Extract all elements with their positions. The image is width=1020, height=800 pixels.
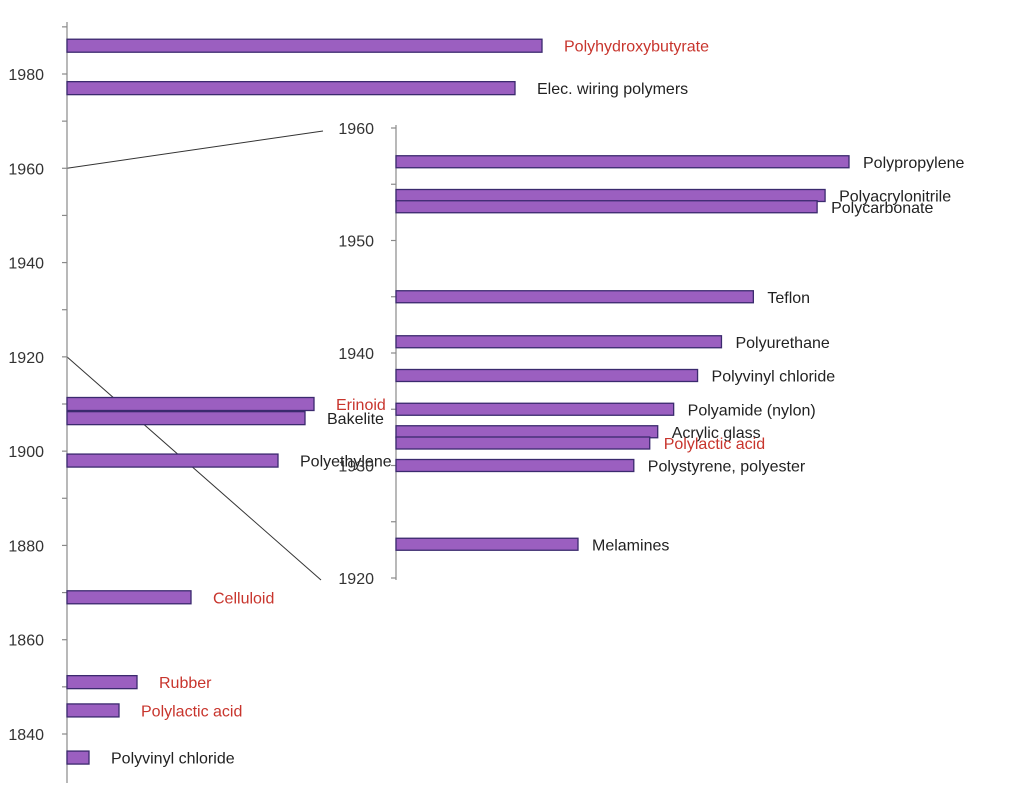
- bar-polyethylene: [66, 453, 279, 468]
- bar-label-bakelite: Bakelite: [327, 411, 384, 428]
- main-tick-label: 1920: [8, 350, 44, 367]
- inset-tick-label: 1950: [338, 234, 374, 251]
- inset-bar-label-melamines: Melamines: [592, 537, 669, 554]
- bar-polyvinyl-chloride: [66, 750, 90, 765]
- bar-label-celluloid: Celluloid: [213, 590, 274, 607]
- bar-label-polylactic-acid: Polylactic acid: [141, 703, 242, 720]
- inset-tick-label: 1930: [338, 459, 374, 476]
- bar-elec-wiring-polymers: [66, 80, 516, 96]
- inset-bar-polylactic-acid: [395, 436, 651, 450]
- main-tick-label: 1860: [8, 633, 44, 650]
- inset-bar-polyvinyl-chloride: [395, 368, 699, 383]
- bar-celluloid: [66, 590, 192, 605]
- inset-bar-polystyrene-polyester: [395, 458, 635, 473]
- inset-bar-teflon: [395, 290, 755, 304]
- inset-bar-label-polystyrene-polyester: Polystyrene, polyester: [648, 459, 806, 476]
- bar-polylactic-acid: [66, 703, 120, 718]
- main-tick-label: 1960: [8, 161, 44, 178]
- inset-bar-label-acrylic-glass: Acrylic glass: [672, 425, 761, 442]
- inset-bar-label-polyvinyl-chloride: Polyvinyl chloride: [712, 369, 836, 386]
- bar-label-polyvinyl-chloride: Polyvinyl chloride: [111, 751, 235, 768]
- inset-bar-melamines: [395, 537, 579, 551]
- inset-bar-label-polypropylene: Polypropylene: [863, 155, 965, 172]
- bar-label-polyethylene: Polyethylene: [300, 454, 392, 471]
- main-tick-label: 1900: [8, 444, 44, 461]
- bar-bakelite: [66, 410, 306, 426]
- inset-bar-label-polylactic-acid: Polylactic acid: [664, 436, 765, 453]
- main-tick-label: 1880: [8, 538, 44, 555]
- main-tick-label: 1980: [8, 67, 44, 84]
- inset-tick-label: 1940: [338, 346, 374, 363]
- main-tick-label: 1940: [8, 256, 44, 273]
- bar-label-rubber: Rubber: [159, 675, 212, 692]
- inset-tick-label: 1960: [338, 121, 374, 138]
- inset-bar-polypropylene: [395, 155, 850, 169]
- inset-bar-polyurethane: [395, 335, 723, 349]
- inset-bar-label-polycarbonate: Polycarbonate: [831, 200, 933, 217]
- bar-label-elec-wiring-polymers: Elec. wiring polymers: [537, 81, 688, 98]
- bar-erinoid: [66, 396, 315, 412]
- bar-polyhydroxybutyrate: [66, 38, 543, 53]
- connector-line-bottom: [66, 356, 322, 581]
- main-tick-label: 1840: [8, 727, 44, 744]
- inset-bar-acrylic-glass: [395, 425, 659, 439]
- inset-bar-polycarbonate: [395, 200, 818, 214]
- inset-bar-label-polyurethane: Polyurethane: [735, 335, 829, 352]
- bar-label-polyhydroxybutyrate: Polyhydroxybutyrate: [564, 39, 709, 56]
- inset-bar-polyamide-nylon: [395, 402, 675, 416]
- inset-tick-label: 1920: [338, 571, 374, 588]
- bar-label-erinoid: Erinoid: [336, 397, 386, 414]
- connector-line-top: [66, 130, 324, 169]
- bar-rubber: [66, 674, 138, 690]
- inset-bar-polyacrylonitrile: [395, 188, 826, 203]
- inset-bar-label-polyacrylonitrile: Polyacrylonitrile: [839, 189, 951, 206]
- inset-bar-label-teflon: Teflon: [767, 290, 810, 307]
- inset-bar-label-polyamide-nylon: Polyamide (nylon): [688, 402, 816, 419]
